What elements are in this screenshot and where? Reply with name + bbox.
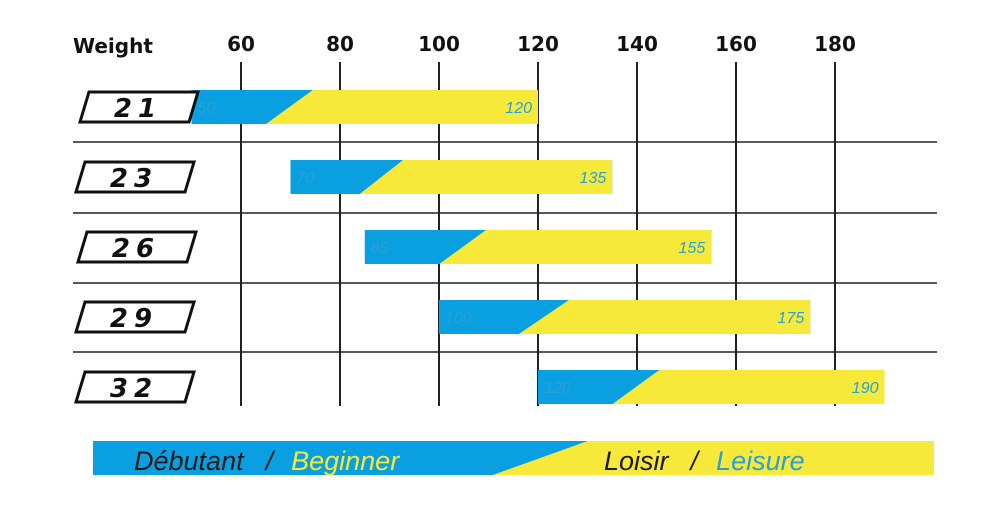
legend-leisure-sep: / bbox=[689, 446, 701, 476]
bar-leisure bbox=[265, 90, 538, 124]
x-tick-label: 60 bbox=[227, 32, 255, 56]
x-tick-label: 100 bbox=[418, 32, 460, 56]
label-layer: 60 80 100 120 140 160 180 21 50 120 23 70 135 26 85 155… bbox=[73, 32, 879, 404]
bar-min-label: 50 bbox=[198, 100, 216, 117]
bar-layer bbox=[191, 90, 885, 404]
legend-beginner-text: Débutant / Beginner bbox=[134, 446, 400, 476]
row-badge-frame bbox=[73, 300, 197, 334]
legend-beginner-sep: / bbox=[264, 446, 276, 476]
x-tick-label: 80 bbox=[326, 32, 354, 56]
row-label: 21 bbox=[114, 94, 162, 124]
row-badge-frame bbox=[77, 90, 201, 124]
legend: Débutant / Beginner Loisir / Leisure bbox=[93, 441, 934, 476]
x-tick-label: 120 bbox=[517, 32, 559, 56]
bar-min-label: 120 bbox=[544, 380, 571, 397]
row-label: 26 bbox=[112, 234, 160, 264]
bar-max-label: 190 bbox=[852, 380, 879, 397]
legend-leisure-en: Leisure bbox=[716, 446, 805, 476]
bar-max-label: 155 bbox=[679, 240, 706, 257]
legend-leisure-fr: Loisir bbox=[604, 446, 670, 476]
row-badge-frame bbox=[75, 230, 199, 264]
bar-leisure bbox=[359, 160, 613, 194]
x-tick-label: 180 bbox=[814, 32, 856, 56]
row-badge-frame bbox=[73, 160, 197, 194]
legend-leisure-text: Loisir / Leisure bbox=[604, 446, 805, 476]
bar-min-label: 100 bbox=[445, 310, 472, 327]
row-label: 32 bbox=[110, 374, 158, 404]
bar-leisure bbox=[518, 300, 811, 334]
x-tick-label: 160 bbox=[715, 32, 757, 56]
legend-beginner-swatch bbox=[93, 441, 588, 475]
row-badge-frame bbox=[73, 370, 197, 404]
row-label: 23 bbox=[110, 164, 158, 194]
bar-max-label: 175 bbox=[778, 310, 805, 327]
bar-leisure bbox=[439, 230, 712, 264]
bar-max-label: 135 bbox=[580, 170, 607, 187]
row-label: 29 bbox=[110, 304, 158, 334]
x-axis-title: Weight bbox=[73, 34, 153, 58]
legend-leisure-swatch bbox=[493, 441, 934, 475]
x-tick-label: 140 bbox=[616, 32, 658, 56]
bar-min-label: 85 bbox=[371, 240, 389, 257]
legend-beginner-fr: Débutant bbox=[134, 446, 245, 476]
legend-beginner-en: Beginner bbox=[291, 446, 400, 476]
bar-max-label: 120 bbox=[505, 100, 532, 117]
bar-leisure bbox=[612, 370, 885, 404]
bar-min-label: 70 bbox=[297, 170, 315, 187]
